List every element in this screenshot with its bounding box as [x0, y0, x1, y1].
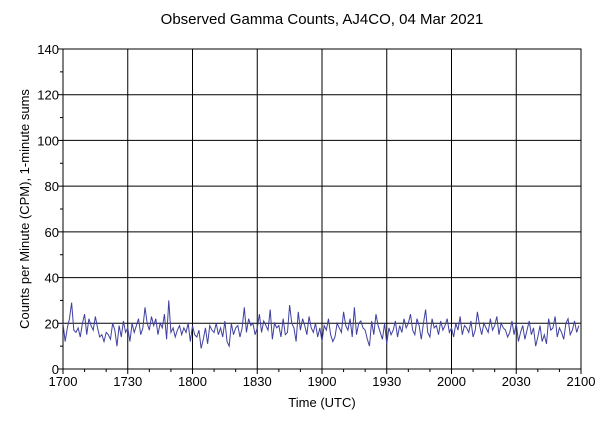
x-tick-label: 1800 [178, 374, 207, 389]
y-tick-label: 100 [37, 133, 59, 148]
y-tick-label: 120 [37, 88, 59, 103]
x-tick-label: 2000 [437, 374, 466, 389]
x-tick-label: 1730 [113, 374, 142, 389]
y-axis-label: Counts per Minute (CPM), 1-minute sums [17, 89, 32, 329]
x-tick-label: 1930 [372, 374, 401, 389]
x-axis-label: Time (UTC) [288, 395, 355, 410]
tick-marks [58, 48, 582, 374]
x-tick-label: 2030 [502, 374, 531, 389]
y-tick-label: 60 [45, 225, 59, 240]
chart-title: Observed Gamma Counts, AJ4CO, 04 Mar 202… [161, 11, 484, 28]
x-tick-label: 1830 [243, 374, 272, 389]
y-tick-label: 80 [45, 179, 59, 194]
y-tick-labels: 0 20 40 60 80 100 120 140 [37, 42, 59, 377]
y-tick-label: 140 [37, 42, 59, 57]
y-tick-label: 40 [45, 271, 59, 286]
x-tick-label: 1700 [49, 374, 78, 389]
x-tick-label: 2100 [567, 374, 596, 389]
y-tick-label: 0 [52, 362, 59, 377]
x-tick-labels: 1700 1730 1800 1830 1900 1930 2000 2030 2100 [49, 374, 596, 389]
x-tick-label: 1900 [308, 374, 337, 389]
series-line [62, 300, 580, 349]
y-tick-label: 20 [45, 316, 59, 331]
grid-lines [63, 49, 581, 369]
